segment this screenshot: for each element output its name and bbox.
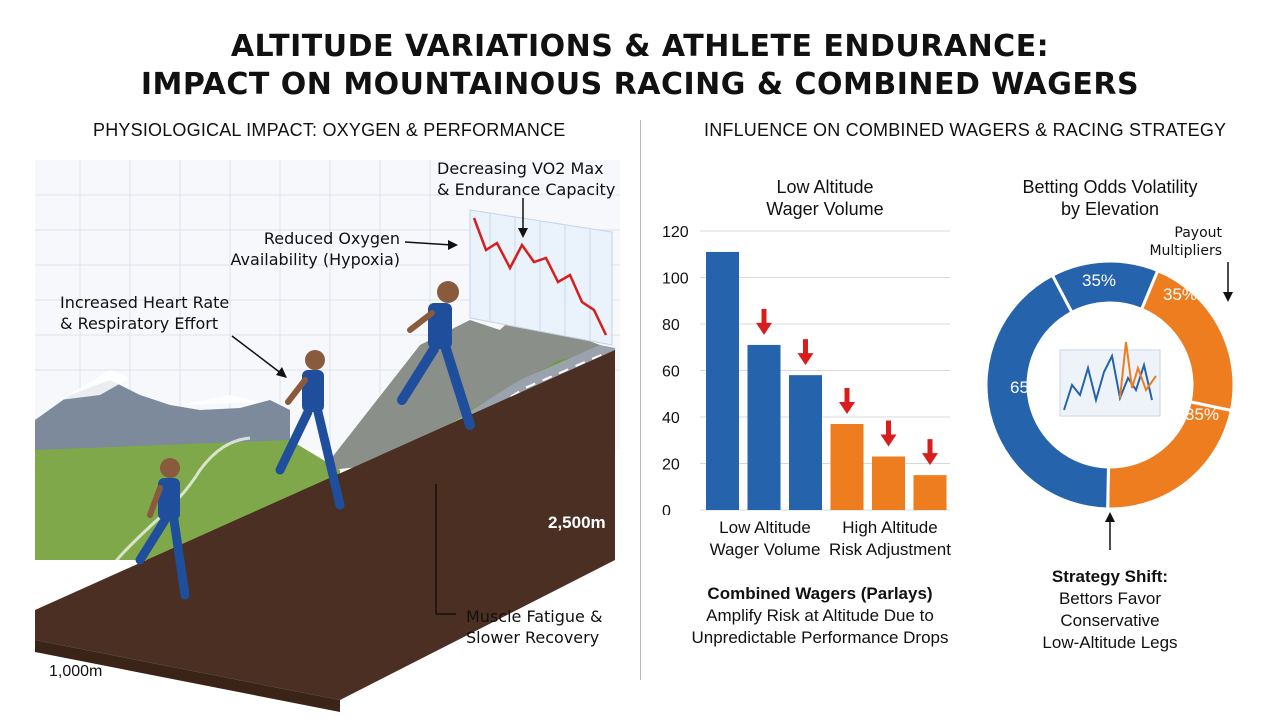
strategy-caption-line-3: Low-Altitude Legs [1042, 633, 1178, 652]
bar-label-high: High Altitude Risk Adjustment [825, 517, 955, 561]
y-tick-label: 60 [662, 364, 680, 381]
vo2-chart-panel [469, 209, 613, 346]
ground-edge [35, 640, 340, 712]
strategy-caption-title: Strategy Shift: [1051, 567, 1169, 586]
parlay-caption: Combined Wagers (Parlays) Amplify Risk a… [670, 583, 970, 649]
oxygen-callout-line-2: Availability (Hypoxia) [230, 250, 400, 269]
parlay-caption-line-1: Amplify Risk at Altitude Due to [706, 606, 934, 625]
decrease-arrow-icon [756, 308, 772, 335]
runner-2 [275, 350, 345, 510]
heart-callout-line-1: Increased Heart Rate [60, 293, 230, 312]
y-tick-label: 80 [662, 317, 680, 334]
y-tick-label: 40 [662, 410, 680, 427]
donut-slice [984, 273, 1110, 511]
bar [913, 475, 947, 510]
bar [789, 375, 822, 510]
vo2-callout-line-1: Decreasing VO2 Max [437, 159, 604, 178]
vo2-callout-line-2: & Endurance Capacity [437, 180, 616, 199]
arrow-up-icon [1105, 512, 1115, 522]
y-tick-label: 120 [662, 224, 689, 241]
strategy-caption-line-2: Conservative [1060, 611, 1160, 630]
bar-title-line-2: Wager Volume [766, 199, 884, 219]
bar-label-high-line-2: Risk Adjustment [829, 540, 951, 559]
strategy-caption-line-1: Bettors Favor [1058, 589, 1162, 608]
elevation-high-label: 2,500m [548, 513, 606, 532]
muscle-callout-line-1: Muscle Fatigue & [466, 607, 603, 626]
altitude-illustration: 1,000m 2,500m [35, 160, 620, 712]
donut-slice-label: 65% [1010, 378, 1044, 397]
bar [706, 251, 739, 511]
snow-cap-2 [180, 395, 260, 405]
bar [872, 456, 905, 510]
panel-divider [640, 120, 641, 680]
heart-rate-callout: Increased Heart Rate & Respiratory Effor… [60, 292, 229, 334]
decrease-arrow-icon [797, 339, 814, 366]
oxygen-callout-line-1: Reduced Oxygen [263, 229, 400, 248]
parlay-caption-title: Combined Wagers (Parlays) [707, 584, 933, 603]
runner-3 [397, 281, 475, 430]
elevation-low-label: 1,000m [49, 663, 102, 680]
bar [830, 423, 864, 510]
decrease-arrow-icon [922, 439, 938, 466]
donut-arrows [1105, 262, 1233, 550]
callout-arrows [231, 198, 524, 615]
parlay-caption-line-2: Unpredictable Performance Drops [691, 628, 949, 647]
valley-road [88, 436, 251, 601]
ground-cross-section [35, 350, 615, 700]
decrease-arrow-icon [880, 420, 897, 447]
donut-slice-label: 35% [1082, 271, 1116, 290]
payout-callout-line-2: Multipliers [1149, 243, 1222, 259]
volatility-sparkline [1059, 341, 1161, 417]
bar-label-low-line-2: Wager Volume [709, 540, 821, 559]
bar-label-low: Low Altitude Wager Volume [700, 517, 830, 561]
snow-cap [60, 370, 130, 400]
bar [747, 344, 781, 510]
donut-title-line-2: by Elevation [1060, 199, 1160, 219]
muscle-callout-line-2: Slower Recovery [466, 628, 600, 647]
wager-volume-bar-chart: 0 20 40 60 80 100 120 [662, 224, 950, 515]
arrow-down-icon [1223, 292, 1233, 302]
strategy-caption: Strategy Shift: Bettors Favor Conservati… [1010, 566, 1210, 654]
donut-slice-label: 35% [1185, 405, 1219, 424]
title-line-2: IMPACT ON MOUNTAINOUS RACING & COMBINED … [140, 67, 1140, 102]
y-tick-label: 0 [662, 503, 671, 515]
donut-title-line-1: Betting Odds Volatility [1022, 177, 1198, 197]
vo2-decline-line [472, 217, 608, 336]
bar-title-line-1: Low Altitude [776, 177, 874, 197]
donut-slice-label: 35% [1163, 285, 1197, 304]
far-mountain-range [35, 380, 290, 460]
heart-callout-line-2: & Respiratory Effort [60, 314, 219, 333]
vo2-callout: Decreasing VO2 Max & Endurance Capacity [437, 158, 615, 200]
bar-chart-title: Low Altitude Wager Volume [735, 176, 915, 220]
muscle-fatigue-callout: Muscle Fatigue & Slower Recovery [466, 606, 602, 648]
y-tick-label: 20 [662, 457, 680, 474]
right-panel-title: INFLUENCE ON COMBINED WAGERS & RACING ST… [704, 120, 1227, 140]
volatility-donut-chart: 35% 35% 35% 65% [984, 259, 1236, 511]
decrease-arrow-icon [839, 387, 855, 414]
title-line-1: ALTITUDE VARIATIONS & ATHLETE ENDURANCE: [230, 29, 1050, 64]
oxygen-callout: Reduced Oxygen Availability (Hypoxia) [230, 228, 400, 270]
runner-1 [135, 458, 190, 600]
main-title: ALTITUDE VARIATIONS & ATHLETE ENDURANCE:… [0, 28, 1280, 104]
payout-callout-line-1: Payout [1174, 225, 1222, 241]
bar-label-high-line-1: High Altitude [842, 518, 938, 537]
donut-chart-title: Betting Odds Volatility by Elevation [1000, 176, 1220, 220]
bar-label-low-line-1: Low Altitude [719, 518, 811, 537]
y-tick-label: 100 [662, 271, 689, 288]
left-panel-title: PHYSIOLOGICAL IMPACT: OXYGEN & PERFORMAN… [93, 120, 566, 140]
arrow-heads [276, 228, 528, 378]
payout-callout: Payout Multipliers [1148, 224, 1222, 260]
